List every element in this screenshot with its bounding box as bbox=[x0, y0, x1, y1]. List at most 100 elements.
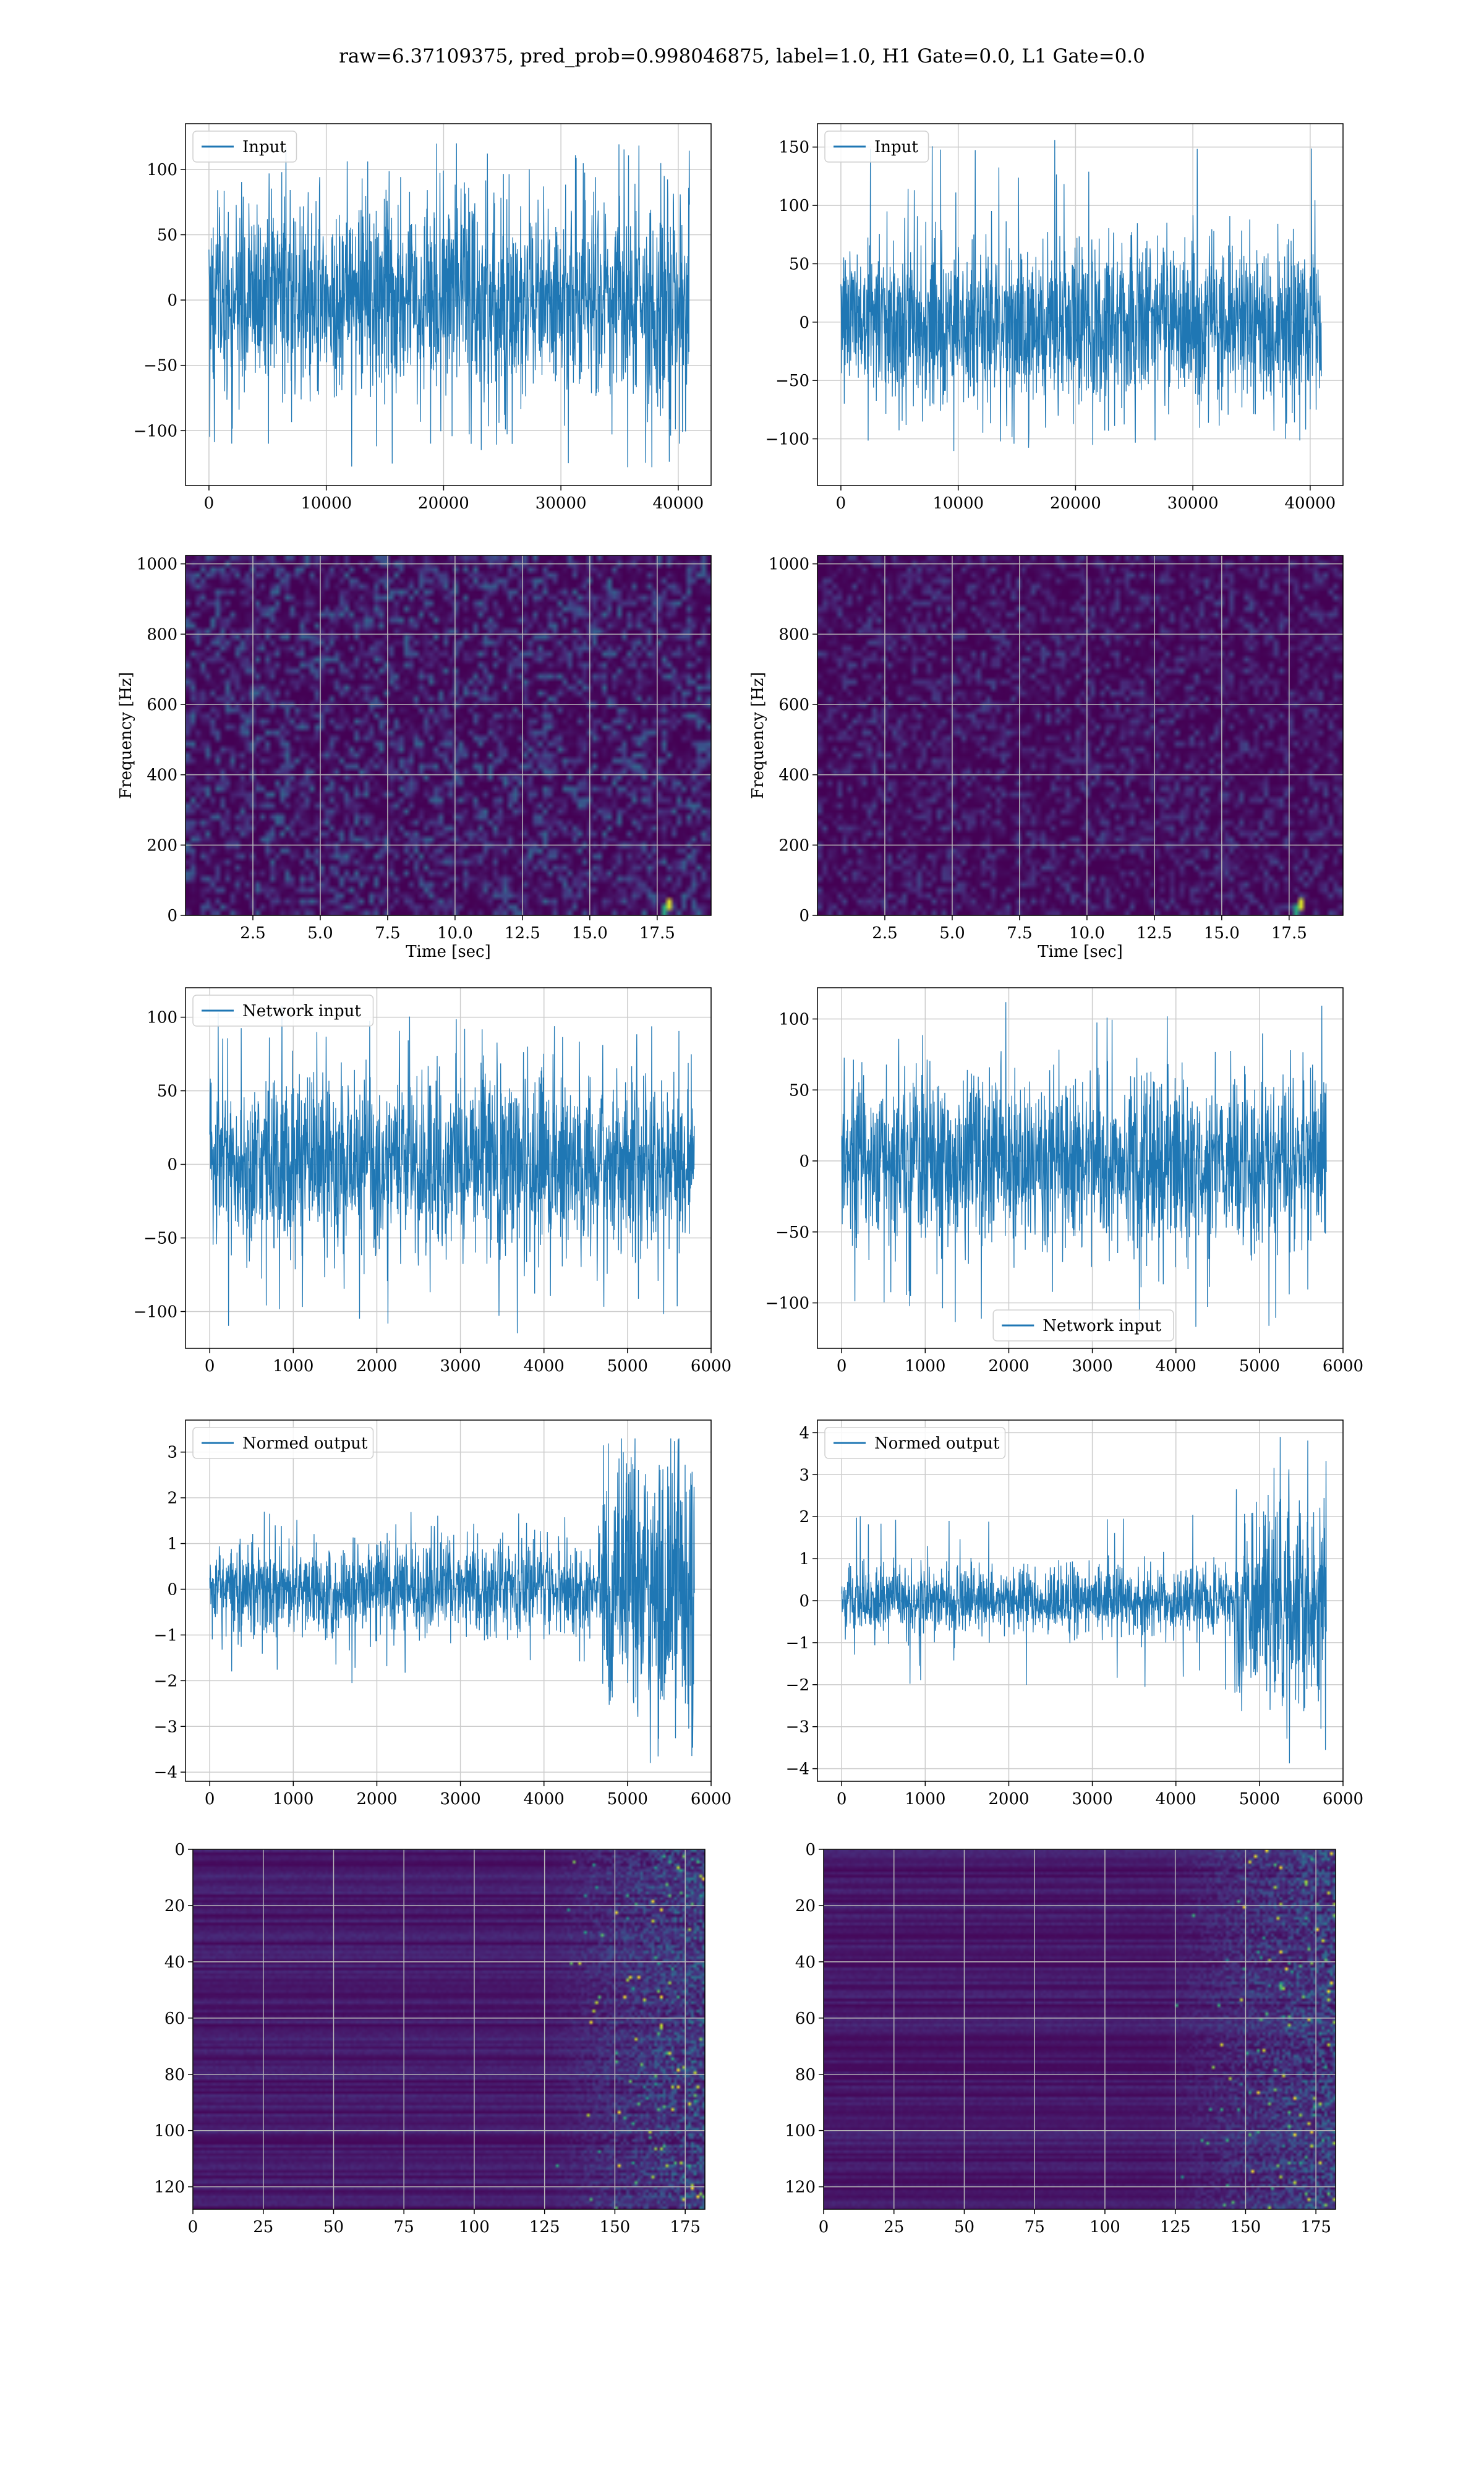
y-tick-label: 400 bbox=[778, 766, 809, 785]
y-tick-label: −2 bbox=[154, 1672, 177, 1690]
y-tick-label: 2 bbox=[799, 1508, 809, 1526]
x-tick-label: 0 bbox=[819, 2218, 829, 2236]
x-tick-label: 100 bbox=[1090, 2218, 1120, 2236]
x-tick-label: 40000 bbox=[653, 494, 704, 513]
series-line bbox=[208, 143, 690, 468]
y-tick-label: 120 bbox=[785, 2178, 816, 2197]
legend: Input bbox=[824, 131, 929, 163]
legend: Network input bbox=[992, 1309, 1174, 1342]
x-tick-label: 6000 bbox=[1323, 1357, 1363, 1376]
axes-frame bbox=[185, 987, 712, 1349]
x-tick-label: 2000 bbox=[356, 1357, 397, 1376]
x-axis-label: Time [sec] bbox=[1038, 943, 1123, 961]
y-tick-label: −3 bbox=[786, 1718, 809, 1737]
y-tick-label: 50 bbox=[157, 1082, 177, 1101]
panel-p6: 0 1000 2000 3000 4000 5000 6000 −100 −50 0 50 100 Ne… bbox=[765, 987, 1363, 1376]
x-tick-label: 2.5 bbox=[872, 924, 897, 943]
legend-box bbox=[192, 1427, 374, 1459]
x-tick-label: 30000 bbox=[1167, 494, 1219, 513]
legend-label: Input bbox=[874, 138, 918, 156]
x-tick-label: 3000 bbox=[440, 1790, 481, 1808]
y-tick-label: −4 bbox=[154, 1763, 177, 1782]
legend-label: Input bbox=[242, 138, 286, 156]
y-tick-label: −100 bbox=[765, 430, 809, 449]
y-tick-label: 0 bbox=[167, 291, 177, 310]
x-tick-label: 2.5 bbox=[240, 924, 265, 943]
y-tick-label: 40 bbox=[164, 1953, 185, 1972]
y-tick-label: 100 bbox=[147, 161, 177, 179]
y-tick-label: 600 bbox=[778, 696, 809, 714]
legend: Normed output bbox=[824, 1427, 1006, 1459]
x-tick-label: 0 bbox=[204, 494, 215, 513]
x-tick-label: 4000 bbox=[524, 1357, 565, 1376]
series-line bbox=[209, 1005, 695, 1333]
x-tick-label: 150 bbox=[600, 2218, 631, 2236]
x-tick-label: 17.5 bbox=[639, 924, 675, 943]
y-tick-label: 1000 bbox=[769, 555, 809, 574]
y-tick-label: 40 bbox=[795, 1953, 816, 1972]
x-tick-label: 6000 bbox=[691, 1357, 731, 1376]
series-line bbox=[841, 1437, 1327, 1764]
x-tick-label: 25 bbox=[884, 2218, 904, 2236]
y-tick-label: 80 bbox=[795, 2066, 816, 2084]
panel-p9: 0 25 50 75 100 125 150 175 0 20 40 60 80 100 120 bbox=[154, 1841, 706, 2236]
y-tick-label: 150 bbox=[778, 139, 809, 157]
y-tick-label: 60 bbox=[164, 2010, 185, 2028]
x-tick-label: 5000 bbox=[607, 1357, 648, 1376]
x-tick-label: 5000 bbox=[607, 1790, 648, 1808]
x-tick-label: 6000 bbox=[1323, 1790, 1363, 1808]
x-tick-label: 6000 bbox=[691, 1790, 731, 1808]
y-tick-label: −50 bbox=[775, 372, 809, 390]
y-tick-label: 50 bbox=[789, 1081, 809, 1100]
panel-p3: 2.5 5.0 7.5 10.0 12.5 15.0 17.5 0 200 400 600 800 10… bbox=[117, 555, 712, 961]
spectrogram-image bbox=[817, 555, 1343, 915]
x-tick-label: 125 bbox=[1160, 2218, 1191, 2236]
x-tick-label: 12.5 bbox=[1136, 924, 1172, 943]
legend-box bbox=[824, 1427, 1006, 1459]
legend: Input bbox=[192, 131, 297, 163]
y-tick-label: −50 bbox=[775, 1223, 809, 1242]
y-tick-label: 1 bbox=[167, 1535, 177, 1554]
x-tick-label: 30000 bbox=[535, 494, 587, 513]
x-tick-label: 75 bbox=[394, 2218, 414, 2236]
panel-p7: 0 1000 2000 3000 4000 5000 6000 −4 −3 −2 −1 0 1 2 3 Nor… bbox=[154, 1419, 731, 1808]
y-tick-label: 120 bbox=[154, 2178, 185, 2197]
panel-p8: 0 1000 2000 3000 4000 5000 6000 −4 −3 −2 −1 0 1 2 3 4 No… bbox=[786, 1419, 1363, 1808]
y-tick-label: −1 bbox=[154, 1626, 177, 1645]
x-tick-label: 5000 bbox=[1239, 1357, 1280, 1376]
series-line bbox=[840, 140, 1322, 452]
axes-frame bbox=[185, 123, 712, 486]
x-tick-label: 15.0 bbox=[1204, 924, 1240, 943]
x-tick-label: 0 bbox=[205, 1357, 215, 1376]
y-tick-label: 800 bbox=[778, 625, 809, 644]
feature-map-image bbox=[824, 1849, 1336, 2209]
y-tick-label: −4 bbox=[786, 1760, 809, 1779]
y-axis-label: Frequency [Hz] bbox=[749, 672, 767, 799]
x-tick-label: 1000 bbox=[273, 1357, 313, 1376]
y-tick-label: 100 bbox=[147, 1009, 177, 1027]
axes-frame bbox=[185, 1419, 712, 1782]
panel-p5: 0 1000 2000 3000 4000 5000 6000 −100 −50 0 50 100 Ne… bbox=[134, 987, 731, 1376]
x-tick-label: 5.0 bbox=[307, 924, 333, 943]
x-tick-label: 5000 bbox=[1239, 1790, 1280, 1808]
y-tick-label: 0 bbox=[174, 1841, 185, 1859]
x-tick-label: 20000 bbox=[1050, 494, 1101, 513]
x-tick-label: 100 bbox=[459, 2218, 490, 2236]
y-tick-label: 100 bbox=[778, 1010, 809, 1029]
y-tick-label: 0 bbox=[167, 1156, 177, 1175]
y-tick-label: 50 bbox=[157, 226, 177, 245]
y-tick-label: 20 bbox=[795, 1897, 816, 1915]
x-tick-label: 0 bbox=[836, 494, 846, 513]
y-tick-label: 0 bbox=[167, 1581, 177, 1599]
figure-title: raw=6.37109375, pred_prob=0.998046875, l… bbox=[339, 45, 1145, 67]
spectrogram-image bbox=[186, 555, 711, 915]
x-tick-label: 4000 bbox=[1156, 1790, 1196, 1808]
y-tick-label: 100 bbox=[778, 197, 809, 215]
x-tick-label: 40000 bbox=[1285, 494, 1336, 513]
x-tick-label: 50 bbox=[954, 2218, 974, 2236]
y-tick-label: 800 bbox=[147, 625, 177, 644]
panel-p1: 0 10000 20000 30000 40000 −100 −50 0 50 100 Input bbox=[134, 123, 712, 513]
series-line bbox=[841, 1002, 1327, 1327]
y-tick-label: 2 bbox=[167, 1489, 177, 1508]
y-tick-label: 0 bbox=[799, 907, 809, 925]
